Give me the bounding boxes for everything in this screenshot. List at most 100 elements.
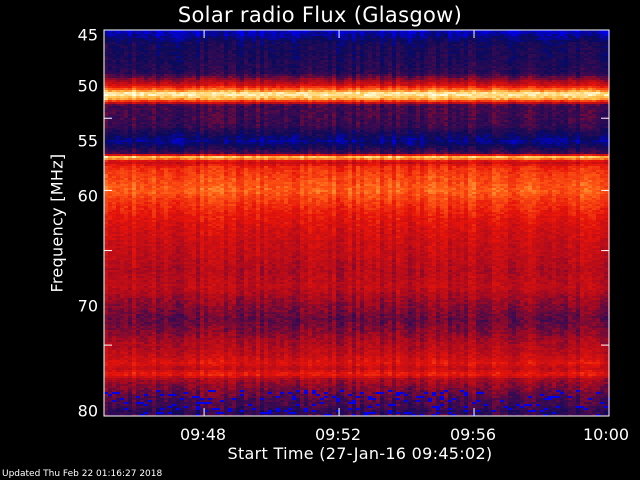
- spectrogram-cell: [352, 52, 356, 54]
- spectrogram-cell: [476, 36, 480, 38]
- spectrogram-cell: [560, 40, 564, 42]
- spectrogram-cell: [216, 96, 220, 98]
- spectrogram-cell: [152, 106, 156, 108]
- spectrogram-cell: [448, 40, 452, 42]
- spectrogram-cell: [424, 70, 428, 72]
- spectrogram-cell: [280, 52, 284, 54]
- spectrogram-cell: [488, 44, 492, 46]
- spectrogram-cell: [476, 72, 480, 74]
- spectrogram-cell: [168, 84, 172, 86]
- spectrogram-cell: [196, 94, 200, 96]
- spectrogram-cell: [280, 70, 284, 72]
- spectrogram-cell: [180, 66, 184, 68]
- spectrogram-cell: [500, 92, 504, 94]
- spectrogram-cell: [380, 50, 384, 52]
- spectrogram-cell: [512, 62, 516, 64]
- spectrogram-cell: [464, 102, 468, 104]
- spectrogram-cell: [536, 34, 540, 36]
- spectrogram-cell: [348, 76, 352, 78]
- spectrogram-cell: [420, 104, 424, 106]
- spectrogram-cell: [116, 60, 120, 62]
- spectrogram-cell: [340, 94, 344, 96]
- spectrogram-cell: [108, 106, 112, 108]
- spectrogram-cell: [584, 90, 588, 92]
- spectrogram-cell: [244, 102, 248, 104]
- spectrogram-cell: [548, 88, 552, 90]
- spectrogram-cell: [592, 70, 596, 72]
- spectrogram-cell: [516, 100, 520, 102]
- spectrogram-cell: [484, 82, 488, 84]
- spectrogram-cell: [128, 66, 132, 68]
- spectrogram-cell: [568, 30, 572, 32]
- spectrogram-cell: [268, 98, 272, 100]
- spectrogram-cell: [228, 38, 232, 40]
- spectrogram-cell: [332, 74, 336, 76]
- spectrogram-cell: [588, 90, 592, 92]
- spectrogram-cell: [508, 78, 512, 80]
- spectrogram-cell: [380, 80, 384, 82]
- spectrogram-cell: [536, 82, 540, 84]
- spectrogram-cell: [388, 82, 392, 84]
- spectrogram-cell: [400, 44, 404, 46]
- spectrogram-cell: [392, 50, 396, 52]
- spectrogram-cell: [184, 66, 188, 68]
- spectrogram-cell: [228, 106, 232, 108]
- spectrogram-cell: [336, 38, 340, 40]
- spectrogram-cell: [140, 64, 144, 66]
- spectrogram-cell: [360, 96, 364, 98]
- spectrogram-cell: [488, 70, 492, 72]
- spectrogram-cell: [260, 48, 264, 50]
- spectrogram-cell: [580, 84, 584, 86]
- spectrogram-cell: [600, 92, 604, 94]
- spectrogram-cell: [232, 48, 236, 50]
- spectrogram-cell: [576, 46, 580, 48]
- spectrogram-cell: [216, 36, 220, 38]
- spectrogram-cell: [440, 38, 444, 40]
- spectrogram-cell: [372, 52, 376, 54]
- spectrogram-cell: [276, 98, 280, 100]
- spectrogram-cell: [396, 30, 400, 32]
- spectrogram-cell: [592, 68, 596, 70]
- spectrogram-cell: [236, 106, 240, 108]
- spectrogram-cell: [104, 76, 108, 78]
- spectrogram-cell: [532, 34, 536, 36]
- spectrogram-cell: [516, 104, 520, 106]
- spectrogram-cell: [424, 84, 428, 86]
- spectrogram-cell: [160, 46, 164, 48]
- spectrogram-cell: [256, 36, 260, 38]
- spectrogram-cell: [476, 58, 480, 60]
- spectrogram-cell: [252, 92, 256, 94]
- spectrogram-cell: [276, 64, 280, 66]
- spectrogram-cell: [204, 46, 208, 48]
- spectrogram-cell: [440, 54, 444, 56]
- spectrogram-cell: [504, 60, 508, 62]
- spectrogram-cell: [160, 40, 164, 42]
- spectrogram-cell: [496, 100, 500, 102]
- spectrogram-cell: [352, 78, 356, 80]
- spectrogram-cell: [384, 90, 388, 92]
- spectrogram-cell: [304, 34, 308, 36]
- spectrogram-cell: [532, 54, 536, 56]
- spectrogram-cell: [452, 46, 456, 48]
- spectrogram-cell: [248, 56, 252, 58]
- spectrogram-cell: [112, 88, 116, 90]
- spectrogram-cell: [572, 58, 576, 60]
- spectrogram-cell: [500, 102, 504, 104]
- spectrogram-cell: [436, 48, 440, 50]
- spectrogram-cell: [504, 74, 508, 76]
- spectrogram-cell: [204, 86, 208, 88]
- spectrogram-cell: [264, 56, 268, 58]
- spectrogram-cell: [304, 102, 308, 104]
- spectrogram-cell: [448, 84, 452, 86]
- spectrogram-cell: [240, 86, 244, 88]
- spectrogram-cell: [180, 74, 184, 76]
- spectrogram-cell: [500, 80, 504, 82]
- spectrogram-cell: [512, 74, 516, 76]
- spectrogram-cell: [312, 104, 316, 106]
- spectrogram-cell: [124, 52, 128, 54]
- spectrogram-cell: [208, 72, 212, 74]
- spectrogram-cell: [532, 58, 536, 60]
- spectrogram-cell: [420, 86, 424, 88]
- spectrogram-cell: [344, 34, 348, 36]
- spectrogram-cell: [460, 92, 464, 94]
